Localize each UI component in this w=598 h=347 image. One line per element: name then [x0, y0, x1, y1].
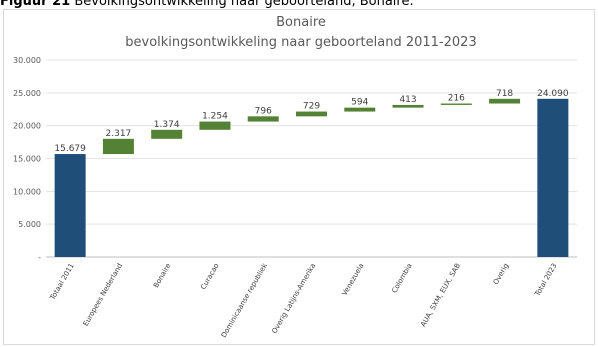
y-tick-label: 20.000: [13, 122, 41, 131]
x-tick-label: Bonaire: [152, 262, 172, 289]
x-tick-label: Total 2023: [533, 262, 559, 298]
x-tick-label: AUA, SXM, EUX, SAB: [419, 262, 462, 328]
chart-subtitle: bevolkingsontwikkeling naar geboorteland…: [125, 35, 476, 50]
data-label: 2.317: [106, 129, 132, 139]
y-tick-label: 25.000: [13, 89, 41, 98]
gridlines: [46, 59, 577, 258]
increase-bar: [296, 111, 327, 117]
y-tick-label: -: [38, 253, 41, 262]
data-labels: 15.679 2.317 1.374 1.254 796 729 594 413 216 718 2…: [54, 89, 568, 154]
y-tick-label: 10.000: [13, 187, 41, 196]
x-tick-label: Overig Latijns-Amerika: [270, 262, 317, 335]
data-label: 413: [399, 95, 416, 105]
x-tick-label: Europees Nederland: [82, 262, 124, 328]
x-axis: Totaal 2011 Europees Nederland Bonaire Cura…: [48, 261, 558, 339]
increase-bar: [151, 129, 183, 139]
data-label: 1.254: [202, 112, 228, 122]
data-label: 729: [303, 102, 320, 112]
figure-caption: Figuur 21 Bevolkingsontwikkeling naar ge…: [0, 0, 598, 10]
data-label: 216: [448, 94, 465, 104]
data-label: 718: [496, 89, 513, 99]
total-bar: [54, 154, 86, 257]
data-label: 15.679: [54, 144, 86, 154]
increase-bar: [489, 98, 521, 104]
data-label: 594: [351, 98, 368, 108]
increase-bar: [199, 121, 231, 130]
y-tick-label: 15.000: [13, 155, 41, 164]
increase-bar: [247, 116, 279, 122]
y-axis: - 5.000 10.000 15.000 20.000 25.000 30.000: [13, 56, 41, 262]
x-tick-label: Totaal 2011: [48, 262, 76, 302]
y-tick-label: 5.000: [18, 220, 41, 229]
x-tick-label: Colombia: [390, 262, 413, 294]
data-label: 1.374: [154, 120, 180, 130]
increase-bar: [440, 103, 472, 105]
chart-frame: [3, 9, 595, 345]
total-bar: [537, 98, 569, 258]
x-tick-label: Venezuela: [341, 262, 366, 297]
figure-label: Figuur 21: [0, 0, 71, 9]
y-tick-label: 30.000: [13, 56, 41, 65]
bars: [54, 98, 569, 258]
data-label: 796: [255, 106, 272, 116]
increase-bar: [102, 138, 134, 155]
increase-bar: [392, 104, 424, 108]
x-tick-label: Overig: [492, 262, 511, 286]
figure-caption-text: Bevolkingsontwikkeling naar geboorteland…: [74, 0, 414, 9]
increase-bar: [344, 107, 376, 112]
x-tick-label: Curacao: [199, 262, 220, 291]
x-tick-label: Dominicaanse republiek: [220, 261, 270, 339]
chart-title: Bonaire: [276, 15, 326, 30]
data-label: 24.090: [537, 89, 569, 99]
